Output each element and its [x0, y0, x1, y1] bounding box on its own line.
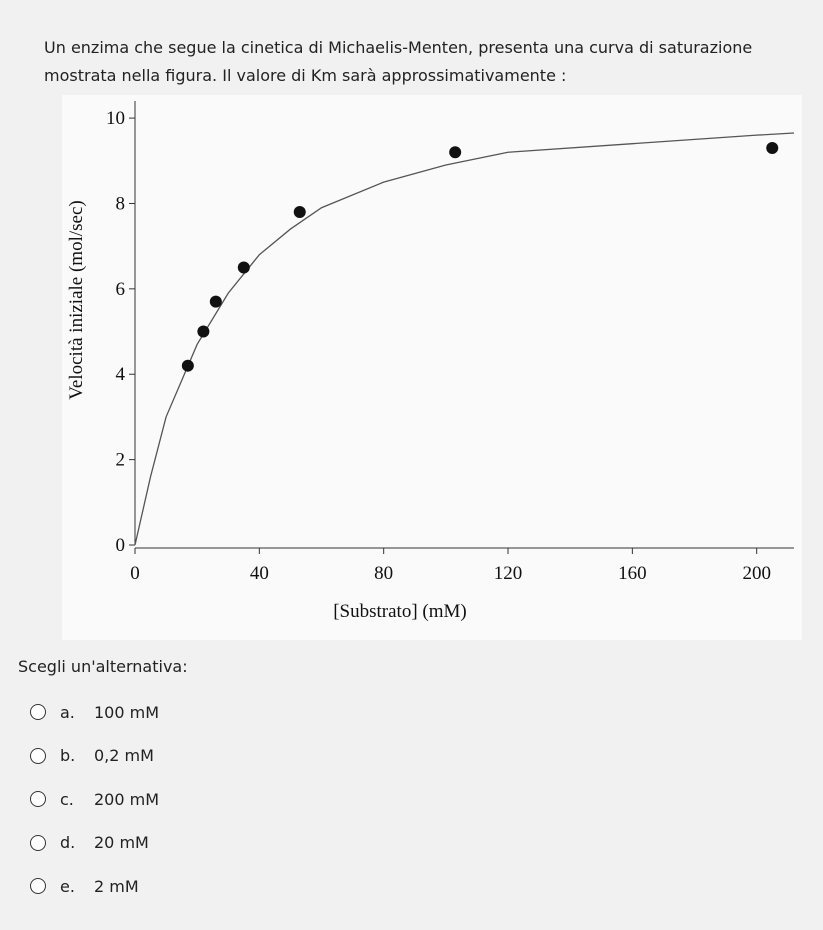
y-tick-label: 6	[116, 279, 126, 300]
question-text: Un enzima che segue la cinetica di Micha…	[44, 38, 753, 85]
x-axis-label: [Substrato] (mM)	[333, 601, 467, 622]
y-tick-label: 4	[116, 364, 126, 385]
data-point	[237, 261, 250, 274]
answer-prompt: Scegli un'alternativa:	[18, 657, 188, 676]
data-point	[197, 325, 210, 338]
data-point	[209, 295, 222, 308]
data-point	[449, 146, 462, 159]
option-letter: c.	[60, 789, 74, 809]
y-tick-label: 10	[106, 108, 125, 129]
option-text: 0,2 mM	[94, 746, 154, 765]
option-letter: d.	[60, 833, 76, 852]
x-tick-label: 160	[618, 563, 647, 584]
option-text: 20 mM	[94, 833, 149, 852]
data-point	[766, 141, 779, 154]
option[interactable]: d. 20 mM	[30, 831, 149, 855]
option-letter: b.	[60, 746, 76, 765]
data-point	[181, 359, 194, 372]
option-text: 200 mM	[94, 789, 160, 809]
x-tick-label: 200	[742, 563, 771, 584]
radio-button[interactable]	[30, 791, 46, 807]
option[interactable]: a. 100 mM	[30, 700, 159, 724]
option-letter: a.	[60, 702, 75, 722]
option-letter: e.	[60, 876, 75, 896]
option-text: 2 mM	[94, 876, 139, 896]
data-point	[293, 206, 306, 218]
option-text: 100 mM	[94, 702, 160, 722]
chart-background	[62, 95, 802, 640]
y-axis-label: Velocità iniziale (mol/sec)	[66, 200, 87, 399]
x-tick-label: 0	[130, 563, 140, 584]
option[interactable]: e. 2 mM	[30, 874, 139, 898]
x-tick-label: 80	[374, 563, 393, 584]
radio-button[interactable]	[30, 747, 46, 764]
y-tick-label: 0	[116, 535, 126, 556]
y-tick-label: 8	[116, 193, 126, 214]
y-tick-label: 2	[116, 450, 126, 471]
fit-curve	[134, 132, 795, 546]
x-tick-label: 120	[494, 563, 523, 584]
x-tick-label: 40	[250, 563, 269, 584]
option[interactable]: c. 200 mM	[30, 787, 159, 811]
radio-button[interactable]	[30, 834, 46, 851]
radio-button[interactable]	[30, 878, 46, 894]
chart: 0 40 80 120 160 200 0 2 4 6 8 10 Velocità iniziale (…	[62, 95, 802, 640]
option[interactable]: b. 0,2 mM	[30, 744, 154, 768]
radio-button[interactable]	[30, 704, 46, 720]
